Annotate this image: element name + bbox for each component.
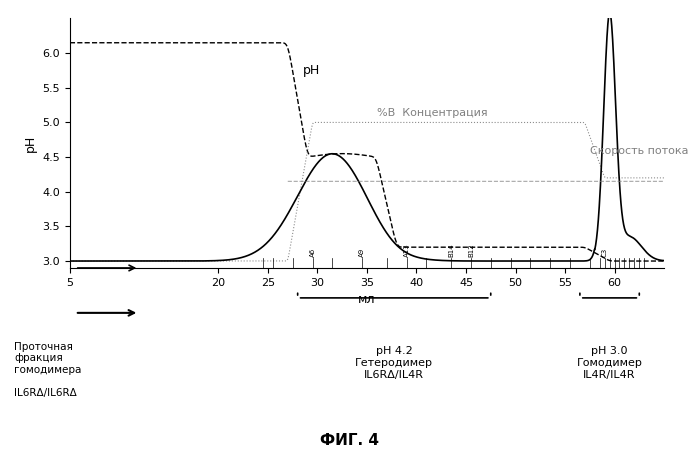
Text: pH: pH [303,64,320,77]
Text: C3: C3 [602,248,607,257]
Text: Проточная
фракция
гомодимера

IL6RΔ/IL6RΔ: Проточная фракция гомодимера IL6RΔ/IL6RΔ [14,342,81,398]
Text: A13: A13 [403,243,410,257]
Text: ФИГ. 4: ФИГ. 4 [320,433,379,448]
Text: pH 3.0
Гомодимер
IL4R/IL4R: pH 3.0 Гомодимер IL4R/IL4R [577,346,642,380]
Text: A9: A9 [359,248,365,257]
Text: B12: B12 [468,243,474,257]
X-axis label: мл: мл [358,293,376,306]
Text: Скорость потока: Скорость потока [590,146,689,156]
Text: %B  Концентрация: %B Концентрация [377,108,487,117]
Text: pH 4.2
Гетеродимер
IL6RΔ/IL4R: pH 4.2 Гетеродимер IL6RΔ/IL4R [355,346,433,380]
Text: B14: B14 [448,243,454,257]
Text: A6: A6 [310,248,315,257]
Y-axis label: pH: pH [24,134,37,152]
